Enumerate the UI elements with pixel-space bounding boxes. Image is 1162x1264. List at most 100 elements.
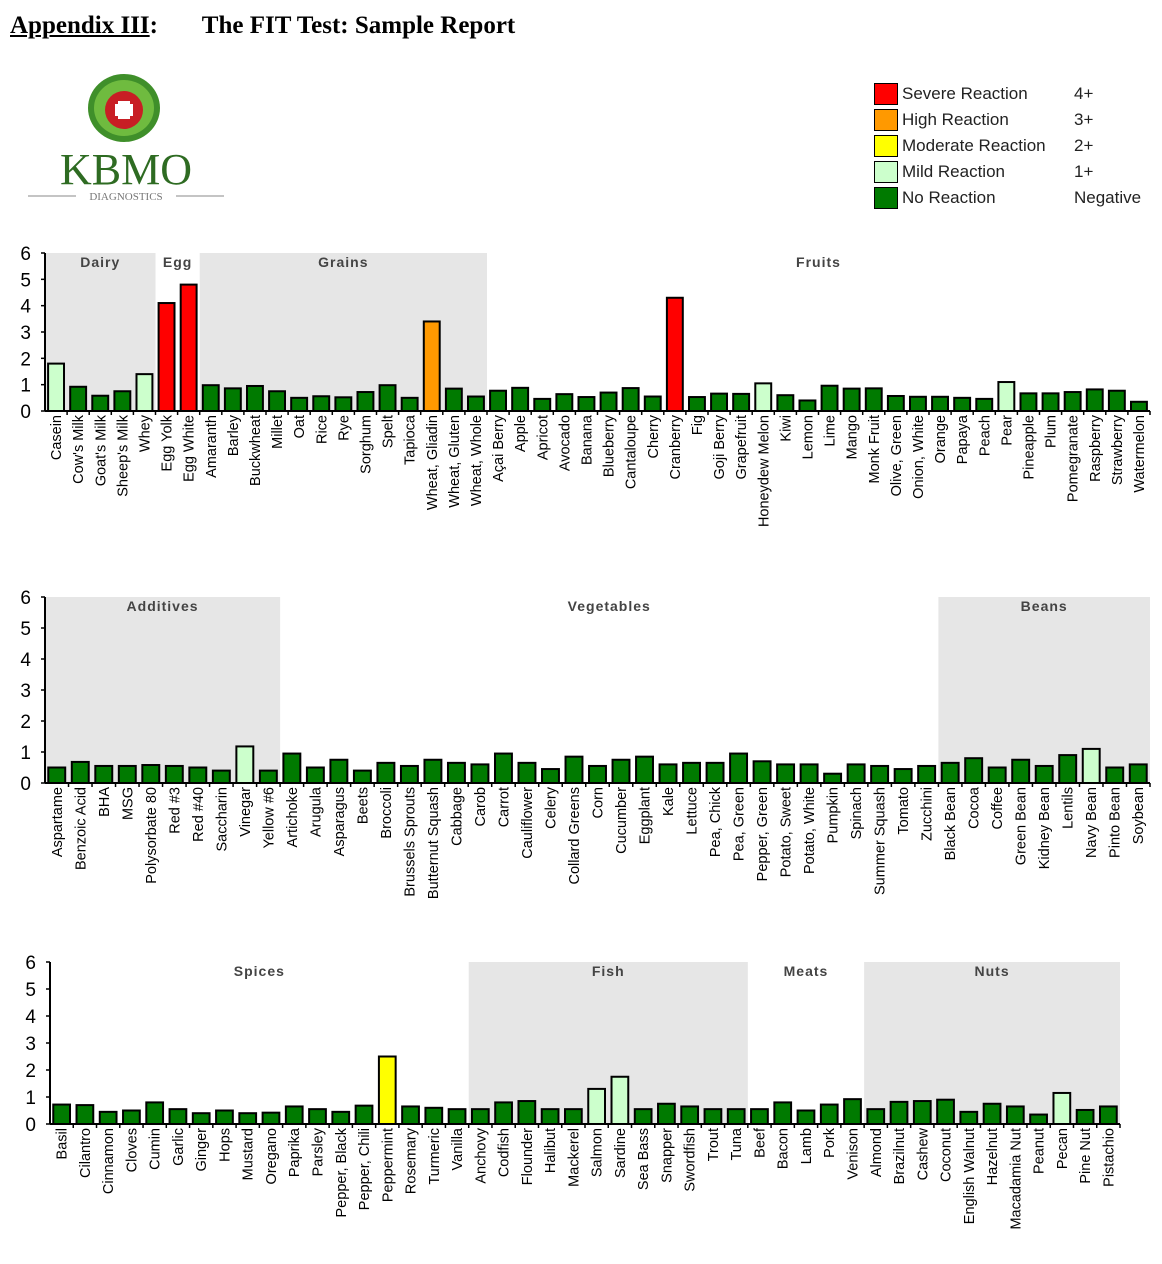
category-label: Cauliflower [520,787,536,859]
bar-brazilnut [889,1100,909,1125]
category-label: Lentils [1061,787,1077,829]
bar-orange [931,395,950,412]
bar-corn [588,764,607,785]
bar-wheat-whole [466,395,485,412]
bar-ginger [191,1112,211,1125]
y-tick-label: 1 [25,1088,36,1109]
legend-score: 3+ [1074,110,1094,129]
category-label: Spinach [849,787,865,839]
category-label: Egg Yolk [160,414,176,471]
category-label: Peanut [1032,1128,1048,1174]
category-label: Pomegranate [1066,415,1082,502]
category-label: Apple [513,415,529,452]
y-tick-label: 4 [20,297,31,318]
category-label: Pecan [1055,1128,1071,1169]
category-label: Venison [846,1128,862,1180]
bar-monk-fruit [864,387,883,412]
bar-codfish [494,1101,513,1126]
bar-msg [117,764,137,785]
category-label: Sea Bass [636,1128,652,1190]
bar-papaya [953,396,972,413]
category-label: Soybean [1131,787,1147,844]
category-label: Cabbage [449,787,465,846]
category-label: Goji Berry [712,414,728,479]
category-label: Wheat, Gliadin [425,415,441,510]
legend-item: No Reaction Negative [874,185,1141,211]
category-label: Eggplant [638,787,654,844]
category-label: Pistachio [1101,1128,1117,1187]
category-label: Casein [49,415,65,460]
legend-swatch [874,109,898,131]
bar-coconut [936,1098,955,1125]
category-label: Avocado [557,415,573,471]
bar-kale [658,763,678,785]
bar-halibut [540,1108,560,1126]
bar-salmon [587,1087,607,1126]
category-label: Hops [217,1128,233,1162]
bar-lime [820,384,839,413]
bar-pork [819,1103,839,1126]
category-label: Raspberry [1088,414,1104,482]
legend-score: 4+ [1074,84,1094,103]
category-label: Cranberry [668,414,684,479]
category-label: Black Bean [943,787,959,860]
y-tick-label: 2 [20,349,31,370]
category-label: Pineapple [1021,415,1037,480]
bar-snapper [657,1102,676,1125]
category-label: Asparagus [332,787,348,856]
category-label: Kale [661,787,677,816]
group-label: Egg [163,254,192,270]
bar-artichoke [282,752,302,784]
bar-trout [703,1108,723,1126]
category-label: Benzoic Acid [73,787,89,870]
category-label: Spelt [381,415,397,448]
bar-peppermint [377,1055,397,1125]
category-label: Butternut Squash [426,787,442,899]
bar-pecan [1052,1091,1072,1125]
kbmo-logo: KBMO DIAGNOSTICS [28,74,224,203]
y-tick-label: 5 [25,980,36,1001]
category-label: Celery [543,786,559,829]
bar-sheep-s-milk [113,390,132,412]
group-band [468,962,748,1124]
category-label: Cocoa [967,786,983,829]
category-label: BHA [97,787,113,817]
bar-pea-green [729,752,749,784]
category-label: Cinnamon [101,1128,117,1194]
category-label: Barley [226,414,242,456]
bar-wheat-gliadin [422,320,441,413]
bar-spelt [378,384,397,412]
category-label: Rosemary [404,1127,420,1194]
y-tick-label: 6 [25,953,36,974]
bar-brussels-sprouts [399,764,419,785]
category-label: Tuna [729,1127,745,1160]
bar-cocoa [964,757,984,785]
category-label: Summer Squash [873,787,889,895]
category-label: MSG [120,787,136,820]
group-label: Beans [1021,598,1068,614]
category-label: Millet [270,415,286,449]
category-label: Snapper [659,1128,675,1183]
bar-vanilla [447,1108,467,1126]
y-tick-label: 0 [25,1115,36,1136]
bar-benzoic-acid [70,760,90,784]
category-label: Buckwheat [248,415,264,486]
bar-casein [47,362,66,413]
category-label: Brazilnut [892,1128,908,1184]
bar-broccoli [376,761,396,784]
category-label: Watermelon [1132,415,1148,493]
bar-cherry [643,395,662,412]
legend-label: High Reaction [902,110,1009,129]
category-label: Kiwi [778,415,794,442]
bar-watermelon [1129,400,1148,412]
bar-potato-white [799,763,819,785]
bar-summer-squash [870,764,890,785]
bar-peanut [1029,1113,1048,1126]
bar-macadamia-nut [1005,1105,1025,1125]
bar-mustard [238,1112,258,1125]
legend-score: Negative [1074,188,1142,207]
category-label: Mustard [241,1128,257,1180]
category-label: Wheat, Gluten [447,415,463,508]
category-label: Honeydew Melon [756,415,772,527]
